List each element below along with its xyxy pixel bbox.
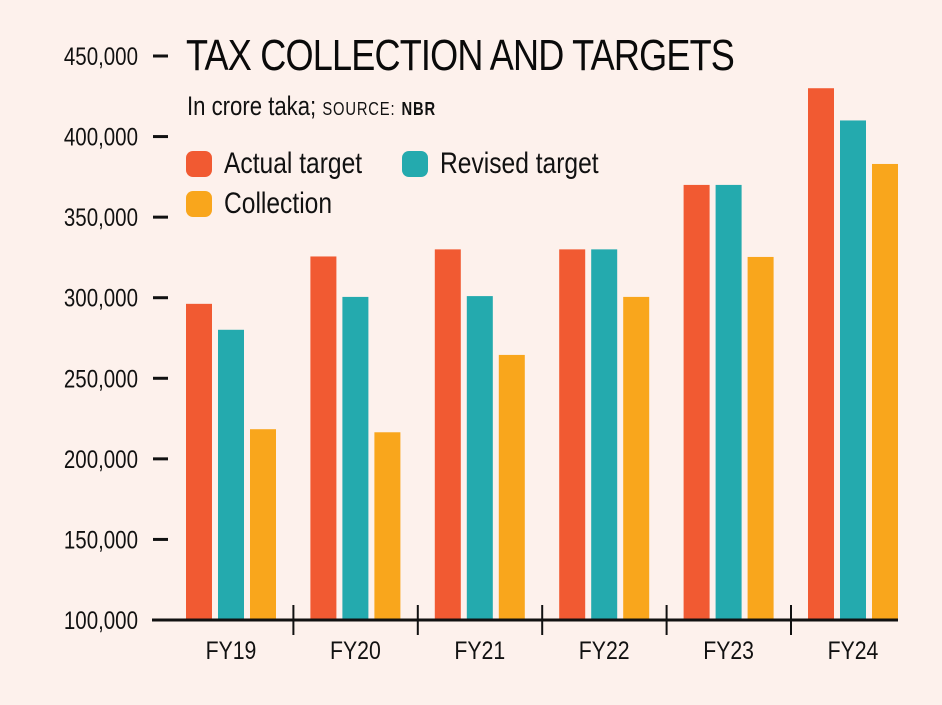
y-tick-label: 350,000 (64, 203, 138, 231)
legend-label: Collection (224, 187, 333, 220)
y-tick-label: 200,000 (64, 445, 138, 473)
y-tick-label: 250,000 (64, 364, 138, 392)
x-tick-label: FY21 (454, 636, 505, 664)
bar-revised-target-fy24 (840, 120, 866, 620)
bar-collection-fy20 (374, 432, 401, 620)
y-tick-label: 150,000 (64, 525, 138, 553)
bar-collection-fy24 (872, 163, 898, 621)
x-tick-label: FY24 (828, 636, 879, 664)
bars (186, 88, 898, 621)
legend-swatch-collection (186, 191, 212, 217)
units-label: In crore taka; (187, 91, 317, 121)
y-tick-label: 450,000 (64, 42, 138, 70)
legend-label: Actual target (224, 147, 363, 180)
bar-actual-target-fy21 (434, 249, 461, 620)
source-label: SOURCE: (322, 99, 396, 119)
source-name: NBR (401, 99, 436, 119)
legend-swatch-actual-target (186, 151, 212, 177)
bar-collection-fy19 (250, 429, 276, 620)
y-axis: 100,000 150,000 200,000 250,000 300,000 350,0… (64, 42, 168, 634)
bar-revised-target-fy23 (715, 184, 742, 620)
x-tick-label: FY23 (703, 636, 754, 664)
legend-swatch-revised-target (402, 151, 428, 177)
bar-actual-target-fy23 (683, 184, 710, 620)
bar-collection-fy21 (498, 354, 525, 620)
chart-title: TAX COLLECTION AND TARGETS (186, 31, 735, 80)
bar-revised-target-fy22 (591, 249, 618, 620)
bar-revised-target-fy20 (342, 296, 369, 620)
chart-subtitle: In crore taka; SOURCE: NBR (187, 93, 436, 120)
bar-actual-target-fy24 (808, 88, 834, 620)
legend-item-actual-target: Actual target (186, 147, 392, 181)
bar-actual-target-fy22 (559, 249, 586, 620)
legend-item-revised-target: Revised target (402, 147, 633, 181)
y-tick-label: 300,000 (64, 284, 138, 312)
bar-revised-target-fy19 (218, 329, 244, 620)
y-tick-label: 400,000 (64, 123, 138, 151)
bar-revised-target-fy21 (466, 296, 493, 620)
x-axis: FY19 FY20 FY21 FY22 FY23 FY24 (152, 605, 898, 664)
bar-actual-target-fy19 (186, 303, 212, 620)
legend-item-collection: Collection (186, 187, 356, 221)
x-tick-label: FY22 (579, 636, 630, 664)
legend-label: Revised target (440, 147, 599, 180)
bar-actual-target-fy20 (310, 256, 337, 620)
y-tick-label: 100,000 (64, 606, 138, 634)
x-tick-label: FY20 (330, 636, 381, 664)
bar-collection-fy23 (747, 256, 774, 620)
x-tick-label: FY19 (206, 636, 257, 664)
bar-collection-fy22 (623, 296, 650, 620)
